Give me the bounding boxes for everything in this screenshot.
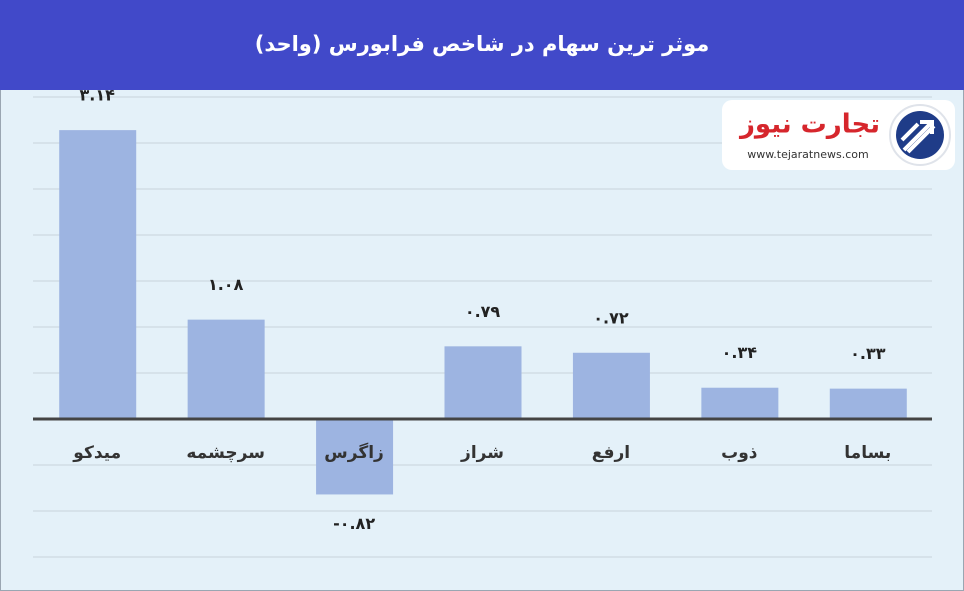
x-tick-label: بساما (844, 443, 891, 463)
value-label: -۰.۸۲ (333, 514, 375, 533)
logo-url: www.tejaratnews.com (747, 148, 868, 161)
bar (316, 419, 394, 495)
logo: تجارت نیوز www.tejaratnews.com (722, 100, 955, 170)
value-label: ۳.۱۴ (80, 86, 116, 105)
bar (572, 352, 650, 419)
value-label: ۰.۷۲ (593, 308, 629, 327)
value-label: ۰.۳۳ (850, 344, 886, 363)
logo-arrow (900, 120, 936, 154)
value-label: ۱.۰۸ (208, 275, 244, 294)
bar (59, 130, 137, 419)
bar (829, 388, 907, 419)
chart-title: موثر ترین سهام در شاخص فرابورس (واحد) (255, 32, 710, 56)
bar (444, 346, 522, 419)
bar (701, 387, 779, 419)
header (0, 0, 964, 90)
value-label: ۰.۳۴ (722, 343, 758, 362)
logo-text: تجارت نیوز (738, 110, 880, 140)
x-tick-label: سرچشمه (186, 443, 265, 463)
x-tick-label: ذوب (721, 443, 758, 463)
x-tick-label: میدکو (72, 443, 121, 463)
x-tick-label: ارفع (592, 443, 630, 463)
plot-area: ۳.۱۴ ۱.۰۸ -۰.۸۲ ۰.۷۹ ۰.۷۲ ۰.۳۴ ۰.۳۳ میدکو سرچشمه… (33, 86, 932, 558)
x-tick-label: زاگرس (324, 442, 384, 463)
x-tick-label: شراز (460, 443, 504, 463)
value-label: ۰.۷۹ (465, 302, 501, 321)
bar (187, 319, 265, 419)
